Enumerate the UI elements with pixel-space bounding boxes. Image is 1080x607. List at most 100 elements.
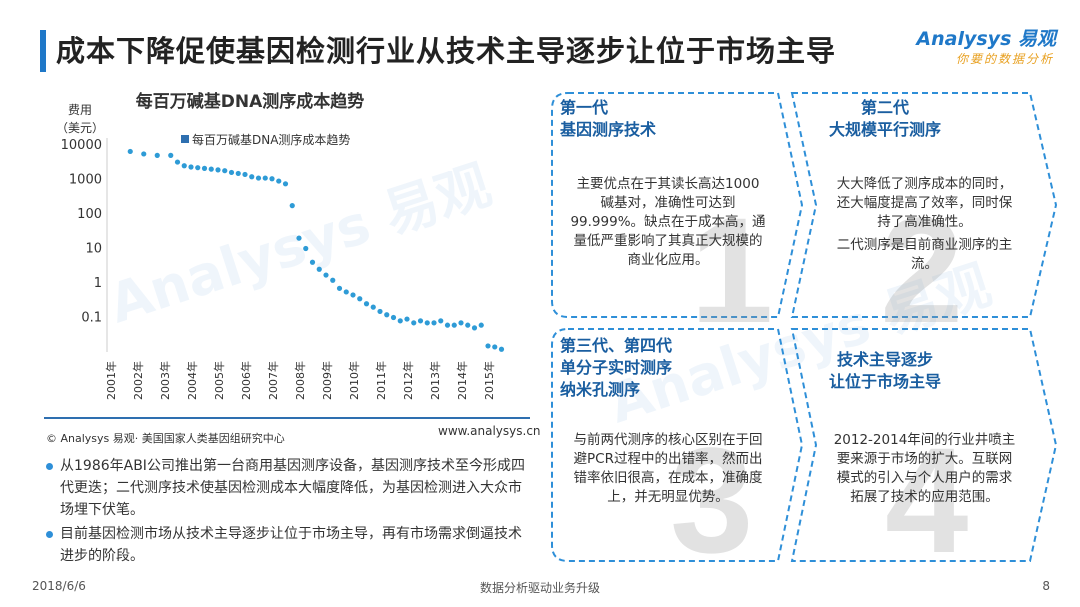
- data-point: [269, 176, 275, 182]
- x-tick-label: 2001年: [104, 361, 118, 400]
- source-note: © Analysys 易观· 美国国家人类基因组研究中心: [46, 432, 285, 445]
- panel-1-border: [551, 92, 804, 318]
- data-point: [397, 318, 403, 324]
- data-point: [363, 301, 370, 307]
- data-point: [370, 304, 376, 310]
- panel-1-title: 第一代 基因测序技术: [560, 98, 657, 139]
- data-point: [444, 322, 451, 328]
- data-point: [343, 289, 349, 295]
- data-point: [323, 272, 329, 278]
- data-point: [174, 159, 181, 165]
- sequencing-generations-diagram: 1 2 3 4 第一代 基因测序技术 主要优点在于其读长高达1000 碱基对，准…: [540, 85, 1070, 575]
- panel-1-number: 1: [690, 186, 774, 354]
- title-accent-bar: [40, 30, 46, 72]
- bullet-item: 从1986年ABI公司推出第一台商用基因测序设备，基因测序技术至今形成四代更迭；…: [44, 455, 534, 521]
- data-point: [208, 166, 214, 172]
- data-point: [350, 292, 356, 298]
- data-point: [168, 152, 174, 158]
- x-tick-label: 2003年: [158, 361, 172, 400]
- data-point: [303, 245, 309, 252]
- chart-divider: [44, 417, 530, 419]
- data-point: [181, 163, 187, 169]
- data-points: [127, 148, 505, 352]
- slide-title: 成本下降促使基因检测行业从技术主导逐步让位于市场主导: [56, 34, 837, 68]
- panel-2-title: 第二代 大规模平行测序: [828, 98, 941, 139]
- panel-4-number: 4: [885, 416, 969, 584]
- data-point: [458, 320, 464, 326]
- panel-2-number: 2: [880, 186, 964, 354]
- data-point: [431, 320, 437, 326]
- panel-1-body: 主要优点在于其读长高达1000 碱基对，准确性可达到99.999%。缺点在于成本…: [568, 175, 768, 274]
- data-point: [377, 308, 383, 315]
- data-point: [127, 148, 133, 155]
- data-point: [411, 320, 417, 326]
- panel-3-number: 3: [670, 416, 754, 584]
- x-tick-label: 2015年: [482, 361, 496, 400]
- data-point: [255, 175, 262, 181]
- data-point: [262, 175, 268, 181]
- data-point: [465, 322, 471, 328]
- logo-tagline: 你要的数据分析: [955, 52, 1054, 66]
- data-point: [276, 178, 282, 184]
- panel-2-border: [790, 92, 1058, 318]
- x-tick-label: 2005年: [212, 361, 226, 400]
- footer-date: 2018/6/6: [32, 579, 86, 593]
- panel-4-body: 2012-2014年间的行业井喷主要来源于市场的扩大。互联网模式的引入与个人用户…: [832, 431, 1017, 511]
- data-point: [215, 167, 221, 173]
- bullet-list: 从1986年ABI公司推出第一台商用基因测序设备，基因测序技术至今形成四代更迭；…: [44, 455, 534, 569]
- x-tick-label: 2004年: [185, 361, 199, 400]
- data-point: [485, 343, 491, 349]
- x-tick-label: 2014年: [455, 361, 469, 400]
- x-tick-label: 2010年: [347, 361, 361, 400]
- y-tick-label: 1: [94, 276, 102, 291]
- y-tick-label: 1000: [69, 173, 102, 188]
- data-point: [228, 169, 235, 176]
- legend-marker: [181, 135, 189, 143]
- panel-1-paragraph: 主要优点在于其读长高达1000 碱基对，准确性可达到99.999%。缺点在于成本…: [570, 176, 766, 268]
- data-point: [357, 296, 363, 302]
- panel-4-border: [790, 328, 1058, 562]
- logo-brand-text: Analysys 易观: [916, 28, 1056, 50]
- data-point: [471, 325, 478, 331]
- data-point: [438, 318, 444, 324]
- data-point: [451, 322, 457, 328]
- data-point: [404, 316, 410, 322]
- bullet-item: 目前基因检测市场从技术主导逐步让位于市场主导，再有市场需求倒逼技术进步的阶段。: [44, 523, 534, 567]
- panel-3-title: 第三代、第四代 单分子实时测序 纳米孔测序: [560, 336, 673, 399]
- x-tick-label: 2008年: [293, 361, 307, 400]
- panel-2-body: 大大降低了测序成本的同时，还大幅度提高了效率，同时保持了高准确性。 二代测序是目…: [832, 175, 1017, 278]
- data-point: [154, 152, 160, 158]
- legend-label: 每百万碱基DNA测序成本趋势: [192, 132, 350, 147]
- x-tick-label: 2006年: [239, 361, 253, 400]
- analysys-logo: Analysys 易观 你要的数据分析: [896, 24, 1056, 70]
- x-tick-label: 2009年: [320, 361, 334, 400]
- data-point: [188, 164, 194, 170]
- data-point: [235, 170, 241, 177]
- panel-3-border: [551, 328, 804, 562]
- x-tick-label: 2013年: [428, 361, 442, 400]
- website-url: www.analysys.cn: [438, 424, 541, 438]
- data-point: [249, 174, 255, 180]
- data-point: [296, 235, 302, 241]
- data-point: [384, 312, 390, 318]
- data-point: [478, 322, 484, 328]
- y-tick-label: 10: [85, 242, 102, 257]
- data-point: [242, 171, 248, 178]
- y-tick-label: 10000: [61, 138, 102, 153]
- data-point: [289, 203, 295, 209]
- data-point: [417, 318, 424, 324]
- panel-borders: [551, 92, 1058, 562]
- x-tick-label: 2002年: [131, 361, 145, 400]
- x-tick-label: 2007年: [266, 361, 280, 400]
- x-tick-labels: 2001年 2002年 2003年 2004年 2005年 2006年 2007年 2008年…: [104, 361, 496, 400]
- data-point: [330, 277, 336, 283]
- data-point: [424, 320, 430, 326]
- page-number: 8: [1042, 579, 1050, 593]
- data-point: [282, 181, 289, 187]
- panel-3-body: 与前两代测序的核心区别在于回避PCR过程中的出错率，然而出错率依旧很高，在成本，…: [568, 431, 768, 511]
- panel-2-paragraph: 大大降低了测序成本的同时，还大幅度提高了效率，同时保持了高准确性。: [836, 176, 1013, 230]
- y-axis-label-line2: （美元）: [56, 121, 104, 135]
- dna-cost-chart: 每百万碱基DNA测序成本趋势 费用 （美元） 每百万碱基DNA测序成本趋势 10…: [56, 91, 505, 400]
- data-point: [309, 259, 316, 265]
- panel-3-paragraph: 与前两代测序的核心区别在于回避PCR过程中的出错率，然而出错率依旧很高，在成本，…: [573, 432, 763, 505]
